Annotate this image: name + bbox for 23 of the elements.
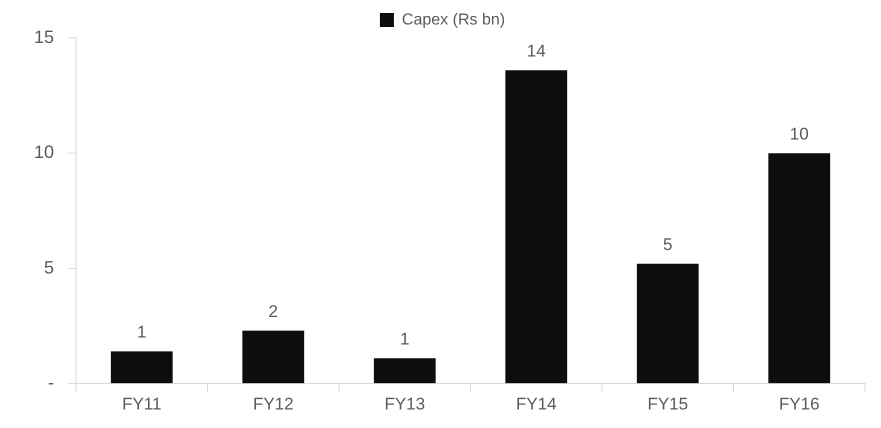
x-tick-label: FY15: [647, 394, 688, 414]
data-label: 10: [790, 124, 809, 144]
bar: [636, 264, 699, 384]
data-label: 2: [268, 302, 278, 321]
bar: [768, 153, 830, 384]
bar: [242, 330, 304, 384]
x-tick-label: FY16: [778, 394, 820, 414]
x-tick-label: FY12: [252, 394, 294, 414]
y-tick-label: -: [48, 372, 54, 393]
legend-label: Capex (Rs bn): [402, 11, 506, 28]
x-tick-label: FY14: [516, 394, 557, 414]
bar: [505, 70, 568, 384]
y-tick-label: 5: [44, 257, 54, 278]
data-label: 5: [663, 234, 672, 254]
data-label: 14: [526, 41, 546, 60]
y-tick-label: 10: [34, 142, 54, 162]
data-label: 1: [137, 322, 147, 342]
data-label: 1: [400, 329, 410, 348]
bar: [110, 351, 173, 384]
x-tick-label: FY11: [122, 394, 162, 414]
bar: [374, 358, 436, 384]
x-tick-label: FY13: [384, 394, 426, 414]
y-tick-label: 15: [34, 26, 54, 47]
